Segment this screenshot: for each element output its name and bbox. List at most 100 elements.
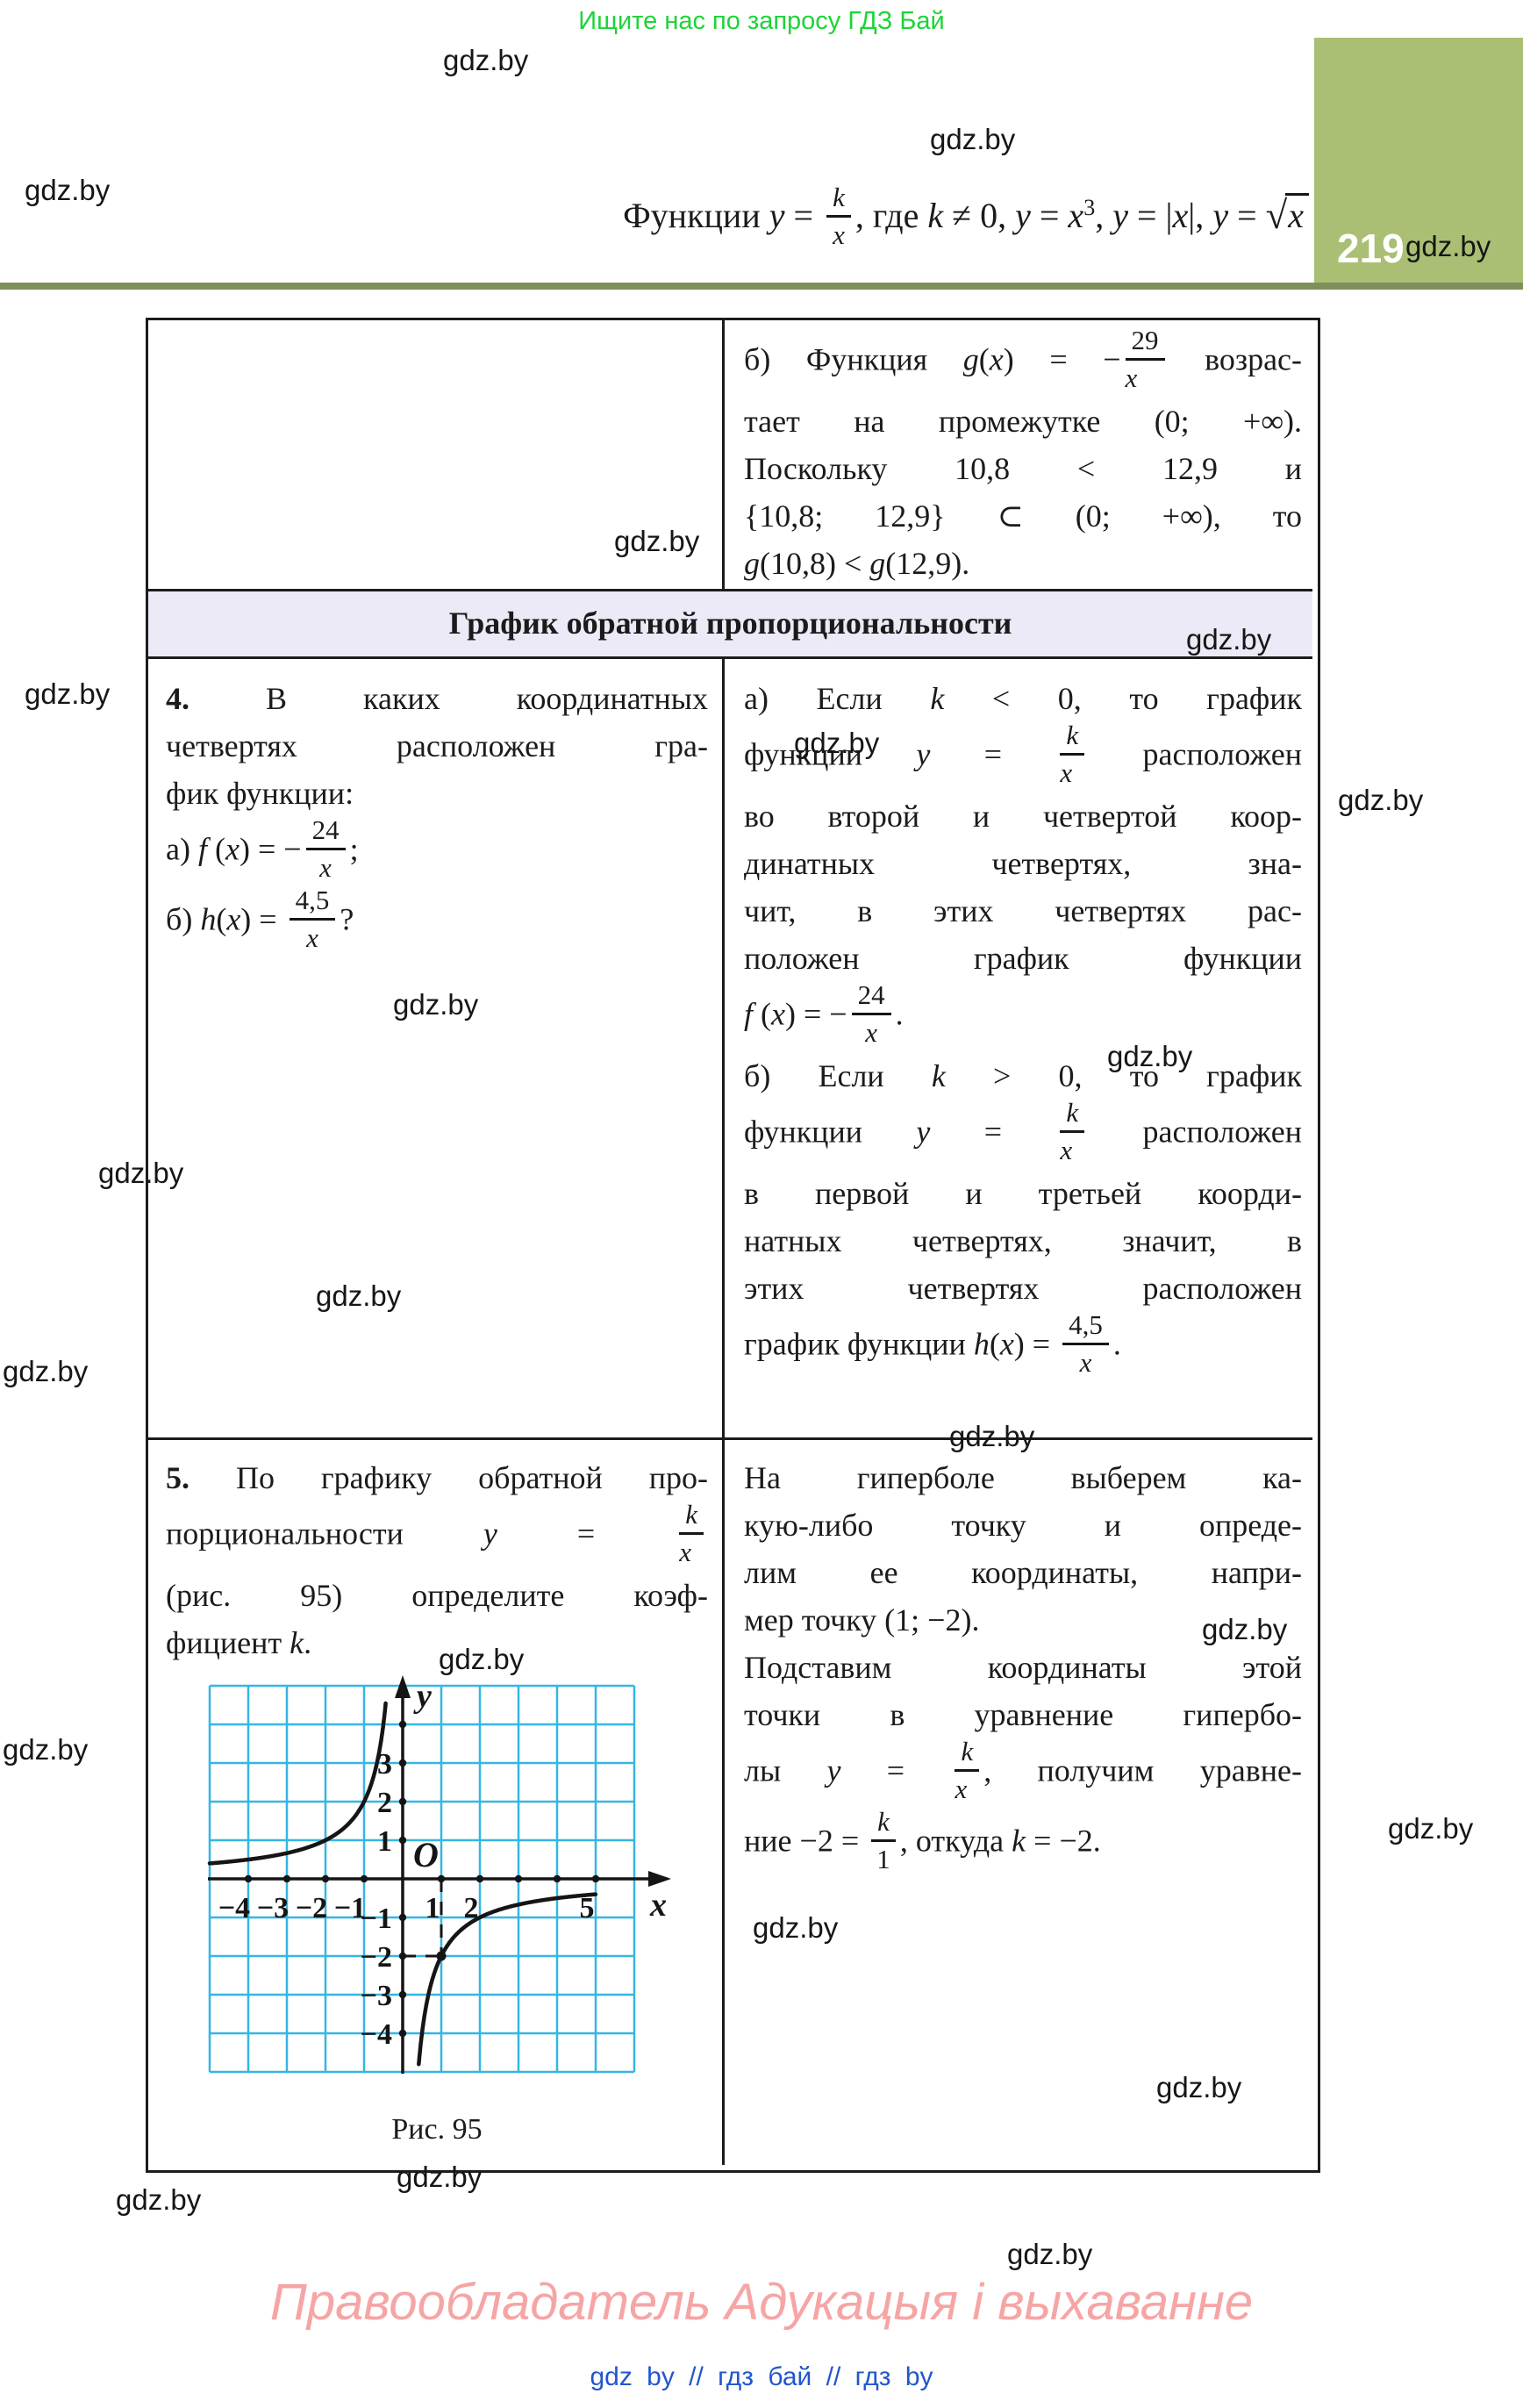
x-axis-label: x [649,1887,667,1924]
text-line: в первой и третьей коорди- [744,1176,1302,1211]
gdzby-watermark: gdz.by [1156,2071,1242,2103]
text-line: а) Если k < 0, то график [744,681,1303,716]
axis-dot [360,1874,368,1883]
text-line: На гиперболе выберем ка- [744,1460,1302,1495]
text-line: фициент k. [166,1625,312,1660]
text-line: мер точку (1; −2). [744,1602,980,1638]
solution-3b-cell: б) Функция g(x) = −29 x возрас-тает на пр… [725,320,1312,589]
y-tick-label: −1 [361,1903,392,1935]
text-line: этих четвертях расположен [744,1271,1302,1306]
text-line: чит, в этих четвертях рас- [744,893,1302,928]
gdzby-watermark: gdz.by [614,525,700,557]
axis-dot [591,1874,600,1883]
task5-solution-cell: На гиперболе выберем ка-кую-либо точку и… [725,1440,1312,2165]
marked-point [436,1951,447,1961]
gdzby-watermark: gdz.by [1007,2238,1093,2270]
task5-cell: 5. По графику обратной про-порциональнос… [148,1440,722,2165]
gdzby-watermark: gdz.by [1186,623,1272,656]
gdzby-watermark: gdz.by [25,174,111,206]
axis-dot [398,1720,407,1729]
text-line: б) Функция g(x) = −29 x возрас- [744,325,1303,393]
text-line: натных четвертях, значит, в [744,1223,1302,1258]
gdzby-watermark: gdz.by [393,988,479,1021]
text-line: Подставим координаты этой [744,1650,1302,1685]
figure-95: −4 −3 −2 −1 1 2 5 3 2 1 −1 −2 −3 −4 y x O Рис. 95 [166,1675,708,2146]
x-tick-label: 1 [425,1892,440,1924]
gdzby-watermark: gdz.by [3,1733,89,1766]
section-header: График обратной пропорциональности [148,589,1312,659]
x-tick-label: −3 [257,1892,289,1924]
axis-dot [398,1836,407,1845]
text-line: лим ее координаты, напри- [744,1555,1302,1590]
text-line: 4. В каких координатных [166,681,708,716]
text-line: (рис. 95) определите коэф- [166,1578,708,1613]
axis-dot [321,1874,330,1883]
gdzby-watermark: gdz.by [25,677,111,710]
page-number-box: 219 [1314,38,1523,283]
axis-dot [398,1990,407,1999]
x-tick-label: −1 [334,1892,366,1924]
gdzby-watermark: gdz.by [794,727,880,759]
origin-label: O [413,1835,439,1874]
gdzby-watermark: gdz.by [443,44,529,76]
text-line: 5. По графику обратной про- [166,1460,708,1495]
y-tick-label: 2 [377,1787,392,1819]
y-tick-label: 1 [377,1825,392,1858]
text-line: четвертях расположен гра- [166,728,708,763]
axis-dot [244,1874,253,1883]
text-line: положен график функции [744,941,1302,976]
axis-dot [282,1874,291,1883]
axis-dot [398,1913,407,1922]
text-line: g(10,8) < g(12,9). [744,546,970,581]
text-line: график функции h(x) = 4,5 x. [744,1309,1121,1378]
text-line: динатных четвертях, зна- [744,846,1302,881]
axis-dot [398,1797,407,1806]
column-divider [722,659,725,2165]
text-line: фик функции: [166,776,354,811]
text-line: Поскольку 10,8 < 12,9 и [744,451,1302,486]
text-line: кую-либо точку и опреде- [744,1508,1302,1543]
text-line: f (x) = −24 x. [744,979,904,1048]
gdzby-watermark: gdz.by [439,1643,525,1675]
task4-cell: 4. В каких координатных четвертях располо… [148,659,722,1437]
text-line: {10,8; 12,9} ⊂ (0; +∞), то [744,498,1302,534]
axis-dot [398,2029,407,2038]
text-line: а) f (x) = −24 x; [166,814,359,883]
gdzby-watermark: gdz.by [1405,230,1491,262]
footer-links[interactable]: gdz by // гдз бай // гдз by [590,2362,933,2391]
hyperbola-branch-q2 [207,1701,388,1866]
y-tick-label: −2 [361,1941,392,1974]
axis-dot [475,1874,484,1883]
figure-caption: Рис. 95 [391,2113,483,2146]
gdzby-watermark: gdz.by [1107,1040,1193,1072]
axis-dot [553,1874,561,1883]
x-tick-label: 2 [464,1892,479,1924]
gdzby-watermark: gdz.by [98,1157,184,1189]
x-tick-label: −4 [218,1892,250,1924]
gdzby-watermark: gdz.by [1388,1812,1474,1845]
gdzby-watermark: gdz.by [753,1911,839,1944]
text-line: во второй и четвертой коор- [744,799,1302,834]
header-rule [0,283,1523,290]
y-tick-label: −4 [361,2018,392,2051]
task5-text: 5. По графику обратной про-порциональнос… [166,1454,708,1666]
text-line: точки в уравнение гипербо- [744,1697,1302,1732]
gdzby-watermark: gdz.by [397,2161,483,2193]
gdzby-watermark: gdz.by [1338,784,1424,816]
gdzby-watermark: gdz.by [949,1420,1035,1452]
y-tick-label: −3 [361,1980,392,2012]
y-axis-label: y [413,1678,432,1715]
text-line: б) h(x) = 4,5 x? [166,885,354,953]
x-axis-arrow [648,1871,671,1887]
axis-dot [514,1874,523,1883]
gdzby-watermark: gdz.by [316,1279,402,1312]
y-tick-label: 3 [377,1748,392,1781]
x-tick-label: 5 [580,1892,595,1924]
row-divider [148,1437,1312,1440]
